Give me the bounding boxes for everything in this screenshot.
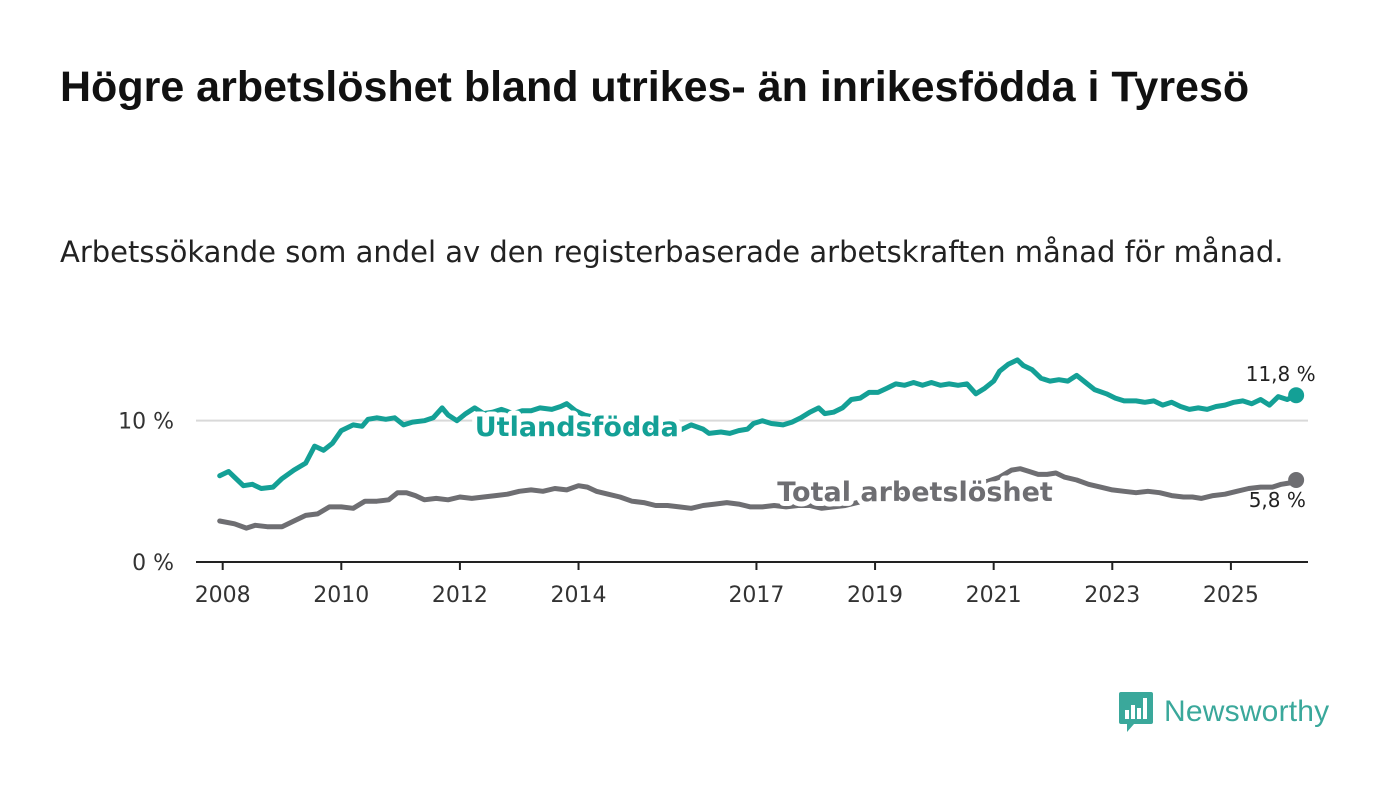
end-value-label-utlandsfodda: 11,8 % <box>1246 362 1316 386</box>
x-tick-label: 2021 <box>966 583 1022 608</box>
x-tick-label: 2012 <box>432 583 488 608</box>
x-tick-label: 2008 <box>195 583 251 608</box>
x-tick-label: 2023 <box>1084 583 1140 608</box>
newsworthy-chart-icon <box>1119 692 1153 732</box>
line-chart: 0 % 10 % 2008 2010 2012 2014 2017 2019 2021 2023 2… <box>118 357 1316 608</box>
series-line-utlandsfodda <box>217 357 1299 491</box>
series-line-total-arbetsloshet <box>217 466 1299 531</box>
x-tick-label: 2025 <box>1203 583 1259 608</box>
newsworthy-logo: Newsworthy <box>1118 690 1329 734</box>
logo-text: Newsworthy <box>1164 695 1330 728</box>
series-end-dot-total-arbetsloshet <box>1288 472 1305 489</box>
x-tick-label: 2017 <box>728 583 784 608</box>
chart-subtitle: Arbetssökande som andel av den registerb… <box>60 235 1284 269</box>
y-tick-label: 0 % <box>132 551 174 576</box>
series-end-dot-utlandsfodda <box>1288 387 1305 404</box>
x-tick-label: 2010 <box>313 583 369 608</box>
end-value-label-total-arbetsloshet: 5,8 % <box>1249 488 1306 512</box>
x-tick-label: 2019 <box>847 583 903 608</box>
series-label-total-arbetsloshet: Total arbetslöshet <box>777 477 1053 508</box>
series-layer <box>217 357 1305 531</box>
y-tick-label: 10 % <box>118 410 174 435</box>
series-label-utlandsfodda: Utlandsfödda <box>475 412 679 443</box>
label-layer: Utlandsfödda Total arbetslöshet 11,8 % 5,8 … <box>470 362 1316 513</box>
x-tick-label: 2014 <box>551 583 607 608</box>
page-title: Högre arbetslöshet bland utrikes- än inr… <box>60 63 1250 111</box>
axis-layer: 0 % 10 % 2008 2010 2012 2014 2017 2019 2021 2023 2… <box>118 410 1308 608</box>
